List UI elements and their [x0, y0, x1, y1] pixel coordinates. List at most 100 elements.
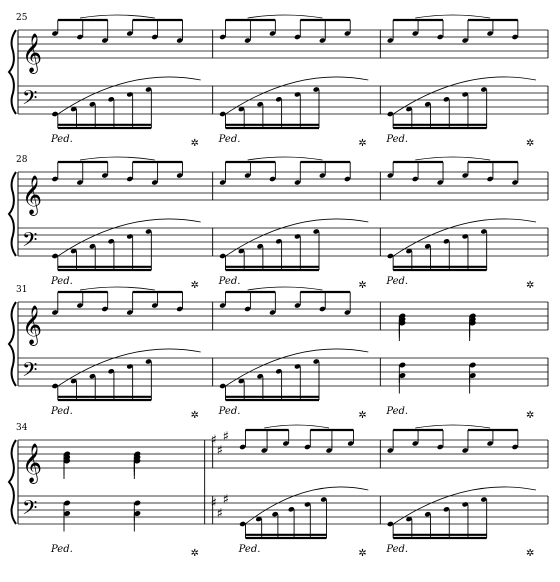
- treble-clef-icon: 𝄞: [22, 175, 42, 216]
- note: [108, 96, 115, 102]
- note: [176, 173, 183, 178]
- note: [126, 176, 133, 182]
- note: [145, 87, 152, 92]
- pedal-release-icon: ✲: [526, 410, 534, 421]
- note: [77, 180, 83, 185]
- pedal-release-icon: ✲: [191, 280, 199, 291]
- note: [269, 31, 276, 36]
- note: [294, 34, 301, 40]
- system-4: 34𝄞𝄢♯♯♯♯♯♯Ped. ✲ Ped. ✲ Ped. ✲: [7, 423, 549, 559]
- sharp-icon: ♯: [223, 493, 229, 508]
- note: [387, 38, 394, 43]
- note: [294, 180, 301, 185]
- pedal-mark: Ped.: [238, 544, 261, 555]
- chord-note: [134, 458, 141, 464]
- pedal-marking: Ped. ✲: [385, 134, 534, 149]
- pedal-mark: Ped.: [218, 406, 241, 417]
- pedal-release-icon: ✲: [358, 138, 366, 149]
- brace: [7, 439, 17, 525]
- note: [275, 368, 282, 374]
- note: [126, 310, 133, 315]
- slur: [222, 218, 369, 259]
- pedal-mark: Ped.: [50, 134, 73, 145]
- note: [406, 248, 412, 254]
- chord-note: [134, 500, 141, 506]
- bass-clef-icon: 𝄢: [22, 358, 37, 386]
- note: [89, 243, 96, 249]
- note: [406, 106, 412, 112]
- pedal-release-icon: ✲: [358, 410, 366, 421]
- note: [288, 506, 295, 512]
- pedal-mark: Ped.: [385, 544, 408, 555]
- chord-note: [399, 372, 406, 379]
- pedal-release-icon: ✲: [358, 548, 366, 559]
- note: [238, 106, 245, 112]
- note: [443, 238, 450, 244]
- note: [145, 359, 152, 364]
- chord-note: [469, 362, 476, 368]
- slur: [54, 76, 201, 117]
- note: [406, 516, 412, 522]
- pedal-marking: Ped. ✲: [385, 406, 534, 421]
- note: [77, 303, 83, 308]
- note: [77, 34, 83, 40]
- pedal-marking: Ped. ✲: [238, 544, 367, 559]
- slur: [247, 156, 323, 161]
- note: [151, 34, 158, 40]
- note: [319, 173, 326, 178]
- brace: [7, 171, 17, 257]
- slur: [390, 486, 537, 527]
- note: [257, 373, 264, 379]
- measure-number: 25: [16, 13, 28, 23]
- note: [437, 180, 444, 185]
- pedal-mark: Ped.: [385, 276, 408, 287]
- note: [126, 364, 133, 369]
- pedal-release-icon: ✲: [191, 410, 199, 421]
- bass-clef-icon: 𝄢: [22, 228, 37, 256]
- sharp-icon: ♯: [217, 444, 223, 459]
- note: [313, 359, 320, 364]
- treble-clef-icon: 𝄞: [22, 305, 42, 346]
- sharp-icon: ♯: [211, 496, 217, 511]
- note: [424, 511, 431, 517]
- note: [261, 448, 268, 453]
- note: [462, 448, 469, 453]
- treble-clef-icon: 𝄞: [22, 33, 42, 74]
- note: [101, 173, 108, 178]
- chord-note: [63, 458, 71, 464]
- note: [424, 243, 431, 249]
- note: [512, 444, 518, 450]
- note: [151, 180, 158, 185]
- note: [275, 238, 282, 244]
- pedal-mark: Ped.: [218, 276, 241, 287]
- note: [437, 34, 444, 40]
- slur: [247, 286, 323, 291]
- systems-layer: 25 𝄞 𝄢 Ped. ✲ Ped. ✲ Ped. ✲ 28 𝄞 𝄢 Ped. ✲ Ped. ✲ Ped. ✲ 31…: [7, 13, 549, 559]
- note: [462, 173, 469, 178]
- note: [52, 176, 58, 182]
- note: [52, 31, 58, 36]
- note: [412, 31, 419, 36]
- system-1: 25 𝄞 𝄢 Ped. ✲ Ped. ✲ Ped. ✲: [7, 13, 549, 149]
- note: [269, 310, 276, 315]
- pedal-release-icon: ✲: [191, 548, 199, 559]
- note: [462, 38, 469, 43]
- slur: [54, 348, 201, 389]
- note: [294, 92, 301, 97]
- note: [219, 180, 226, 185]
- pedal-marking: Ped. ✲: [50, 406, 199, 421]
- chord-note: [63, 500, 71, 506]
- note: [387, 173, 394, 178]
- measure-number: 31: [16, 285, 27, 295]
- treble-clef-icon: 𝄞: [22, 443, 42, 484]
- pedal-mark: Ped.: [385, 134, 408, 145]
- note: [294, 303, 301, 308]
- note: [443, 506, 450, 512]
- measure-number: 28: [16, 155, 28, 165]
- note: [219, 34, 226, 40]
- slur: [79, 156, 155, 161]
- note: [487, 176, 494, 182]
- note: [101, 306, 108, 312]
- sharp-icon: ♯: [211, 433, 217, 448]
